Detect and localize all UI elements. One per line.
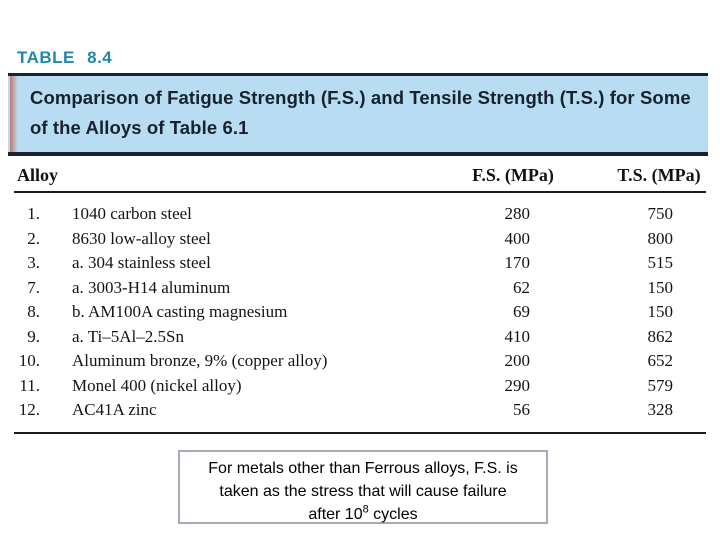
- alloy-name: a. 304 stainless steel: [72, 253, 211, 272]
- row-number: 3.: [27, 253, 40, 272]
- footnote-box: For metals other than Ferrous alloys, F.…: [178, 450, 548, 524]
- fs-value: 69: [513, 302, 530, 321]
- table-row: 3. a. 304 stainless steel 170 515: [14, 253, 706, 278]
- table-caption-text: Comparison of Fatigue Strength (F.S.) an…: [30, 83, 694, 143]
- fs-value: 62: [513, 277, 530, 297]
- fs-value: 170: [504, 253, 531, 272]
- ts-value: 800: [647, 228, 674, 248]
- row-number: 1.: [27, 204, 40, 223]
- caption-banner-line1: Comparison of Fatigue Strength (F.S.) an…: [30, 87, 691, 108]
- table-body: 1. 1040 carbon steel 280 750 2. 8630 low…: [14, 193, 706, 434]
- row-number: 12.: [18, 400, 40, 419]
- alloy-name: Monel 400 (nickel alloy): [72, 375, 242, 395]
- table-row: 12. AC41A zinc 56 328: [14, 400, 706, 425]
- footnote-line2: taken as the stress that will cause fail…: [219, 483, 507, 500]
- table-row: 7. a. 3003-H14 aluminum 62 150: [14, 278, 706, 303]
- table-row: 11. Monel 400 (nickel alloy) 290 579: [14, 376, 706, 401]
- ts-value: 750: [647, 204, 674, 223]
- row-number: 7.: [27, 277, 40, 297]
- fs-value: 200: [504, 351, 531, 370]
- row-number: 10.: [18, 351, 40, 370]
- fs-value: 280: [504, 204, 531, 223]
- table-title: TABLE 8.4: [17, 48, 113, 67]
- alloy-strength-table: Alloy F.S. (MPa) T.S. (MPa) 1. 1040 carb…: [14, 156, 706, 434]
- col-header-alloy: Alloy: [17, 165, 59, 185]
- table-row: 10. Aluminum bronze, 9% (copper alloy) 2…: [14, 351, 706, 376]
- alloy-name: b. AM100A casting magnesium: [72, 302, 288, 321]
- col-header-ts: T.S. (MPa): [617, 165, 701, 185]
- row-number: 9.: [27, 326, 40, 346]
- ts-value: 652: [647, 351, 674, 370]
- fs-value: 56: [513, 400, 530, 419]
- alloy-name: 1040 carbon steel: [72, 204, 192, 223]
- alloy-name: a. 3003-H14 aluminum: [72, 277, 231, 297]
- alloy-name: Aluminum bronze, 9% (copper alloy): [72, 351, 328, 370]
- alloy-name: a. Ti–5Al–2.5Sn: [72, 326, 184, 346]
- table-caption-banner: Comparison of Fatigue Strength (F.S.) an…: [8, 73, 708, 156]
- fs-value: 290: [504, 375, 531, 395]
- row-number: 2.: [27, 228, 40, 248]
- alloy-name: AC41A zinc: [72, 400, 157, 419]
- row-number: 11.: [19, 375, 40, 395]
- ts-value: 150: [647, 302, 674, 321]
- alloy-name: 8630 low-alloy steel: [72, 228, 211, 248]
- table-header-row: Alloy F.S. (MPa) T.S. (MPa): [14, 156, 706, 193]
- fs-value: 400: [504, 228, 531, 248]
- row-number: 8.: [27, 302, 40, 321]
- ts-value: 579: [647, 375, 674, 395]
- table-row: 2. 8630 low-alloy steel 400 800: [14, 229, 706, 254]
- table-row: 1. 1040 carbon steel 280 750: [14, 204, 706, 229]
- table-row: 9. a. Ti–5Al–2.5Sn 410 862: [14, 327, 706, 352]
- table-row: 8. b. AM100A casting magnesium 69 150: [14, 302, 706, 327]
- ts-value: 328: [647, 400, 674, 419]
- col-header-fs: F.S. (MPa): [472, 165, 554, 185]
- ts-value: 862: [647, 326, 674, 346]
- ts-value: 515: [647, 253, 674, 272]
- superscript-exponent: 8: [362, 503, 369, 516]
- fs-value: 410: [504, 326, 531, 346]
- footnote-line1: For metals other than Ferrous alloys, F.…: [208, 460, 518, 477]
- scan-artifact-strip: [10, 76, 18, 152]
- caption-banner-line2: of the Alloys of Table 6.1: [30, 117, 249, 138]
- ts-value: 150: [647, 277, 674, 297]
- footnote-line3: after 108 cycles: [308, 503, 418, 523]
